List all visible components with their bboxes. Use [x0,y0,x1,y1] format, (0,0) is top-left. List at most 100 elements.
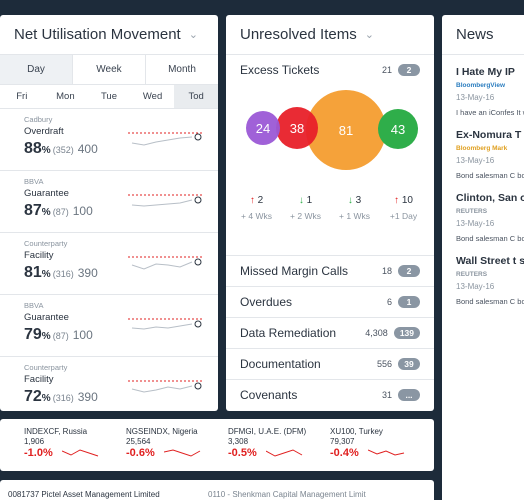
excess-label: Excess Tickets [240,63,320,77]
delta-number: 2 [257,195,264,206]
delta-number: 10 [401,195,413,206]
utilisation-row[interactable]: Counterparty Facility 81% (316) 390 [0,233,218,295]
ticker-value: 25,564 [126,437,151,446]
facility-name: Facility [24,250,54,261]
news-header: News [442,15,524,55]
ticker-name: NGSEINDX, Nigeria [126,427,198,436]
item-label: Overdues [240,295,293,309]
news-title: News [456,26,494,43]
facility-name: Overdraft [24,126,64,137]
delta-number: 1 [306,195,313,206]
ticker-change-group: -0.5% [228,447,330,459]
pct-unit: % [41,393,51,404]
utilisation-row[interactable]: Counterparty Facility 72% (316) 390 [0,357,218,411]
tab-week[interactable]: Week [73,55,146,84]
news-item[interactable]: Ex-Nomura T Crucified Hir Bloomberg Mark 1… [442,130,524,181]
unresolved-item[interactable]: Documentation 556 39 [226,348,434,379]
item-count-group: 556 39 [377,358,420,370]
item-label: Covenants [240,388,298,402]
utilisation-title: Net Utilisation Movement [14,26,181,43]
item-count: 556 [376,359,392,369]
market-ticker: INDEXCF, Russia 1,906 -1.0% NGSEINDX, Niger… [0,419,434,471]
item-count-group: 4,308 139 [365,327,420,339]
arrow-icon: ↑ [249,195,255,206]
ticker-item[interactable]: DFMGI, U.A.E. (DFM) 3,308 -0.5% [228,427,330,471]
utilisation-row[interactable]: BBVA Guarantee 87% (87) 100 [0,171,218,233]
delta-value: ↓ 3 [335,195,375,206]
unresolved-item[interactable]: Overdues 6 1 [226,286,434,317]
news-headline[interactable]: Wall Street t stocks offset [456,255,524,267]
utilisation-limit: 100 [72,204,93,218]
chevron-down-icon[interactable]: ⌄ [188,29,198,41]
ticker-item[interactable]: NGSEINDX, Nigeria 25,564 -0.6% [126,427,228,471]
ticker-item[interactable]: XU100, Turkey 79,307 -0.4% [330,427,432,471]
delta-label: + 4 Wks [241,211,272,221]
day-today[interactable]: Tod [174,85,218,108]
news-headline[interactable]: Ex-Nomura T Crucified Hir [456,129,524,141]
facility-name: Facility [24,374,54,385]
news-headline[interactable]: I Hate My IP [456,66,515,78]
unresolved-item[interactable]: Data Remediation 4,308 139 [226,317,434,348]
bubble-38[interactable]: 38 [276,107,318,149]
news-date: 13-May-16 [456,93,495,102]
ticker-name: DFMGI, U.A.E. (DFM) [228,427,307,436]
counterparty-label: Counterparty [24,239,68,248]
item-count-group: 31... [382,389,420,401]
news-source: Bloomberg Mark [456,145,508,152]
excess-tickets-row[interactable]: Excess Tickets 21 2 [226,55,434,85]
news-headline[interactable]: Clinton, San of White Hou [456,192,524,204]
ticker-name: INDEXCF, Russia [24,427,88,436]
delta-label: +1 Day [389,211,418,221]
utilisation-value: 79% (87) 100 [24,326,218,344]
item-badge: ... [398,389,420,401]
utilisation-header[interactable]: Net Utilisation Movement ⌄ [0,15,218,55]
ticker-sparkline-icon [266,449,303,457]
unresolved-header[interactable]: Unresolved Items ⌄ [226,15,434,55]
ticker-item[interactable]: INDEXCF, Russia 1,906 -1.0% [24,427,126,471]
delta-value: ↑ 10 [384,195,424,206]
news-snippet: Bond salesman C bosses at Nomur scapegoa… [456,297,524,306]
facility-name: Guarantee [24,188,69,199]
day-mon[interactable]: Mon [56,91,75,102]
bubble-81[interactable]: 81 [306,90,386,170]
news-item[interactable]: Clinton, San of White Hou REUTERS 13-May-1… [442,193,524,244]
unresolved-item[interactable]: Covenants 31... [226,379,434,410]
utilisation-row[interactable]: BBVA Guarantee 79% (87) 100 [0,295,218,357]
bubble-chart: 81 43 38 24 [226,85,434,185]
utilisation-sub: (87) [52,207,69,217]
item-count: 4,308 [365,328,388,338]
news-snippet: I have an iConfes It wasn't always s hat… [456,108,524,117]
news-source: BloombergView [456,82,506,89]
news-item[interactable]: Wall Street t stocks offset REUTERS 13-May… [442,256,524,307]
tab-month[interactable]: Month [168,64,196,75]
delta-value: ↑ 2 [237,195,277,206]
day-tue[interactable]: Tue [100,91,117,102]
utilisation-pct: 87 [24,202,42,219]
tab-day[interactable]: Day [0,55,73,84]
utilisation-panel: Net Utilisation Movement ⌄ Day Week Mont… [0,15,218,411]
utilisation-row[interactable]: Cadbury Overdraft 88% (352) 400 [0,109,218,171]
facility-name: Guarantee [24,312,69,323]
delta-row: ↑ 2 + 4 Wks ↓ 1 + 2 Wks ↓ 3 + 1 Wks ↑ 10 +1 Day [226,195,434,221]
account-right[interactable]: 0110 - Shenkman Capital Management Limit [208,490,366,499]
item-badge: 139 [393,327,420,339]
sparkline-icon [128,318,202,330]
utilisation-sub: (87) [52,331,69,341]
delta-label: + 1 Wks [339,211,370,221]
item-count: 18 [381,266,392,276]
news-snippet: Bond salesman C bosses at Nomur scapegoa… [456,234,524,243]
unresolved-item[interactable]: Missed Margin Calls 18 2 [226,255,434,286]
news-item[interactable]: I Hate My IP BloombergView 13-May-16 I have… [442,67,524,118]
pct-unit: % [41,145,51,156]
bubble-24[interactable]: 24 [246,111,280,145]
utilisation-limit: 390 [77,390,98,404]
counterparty-label: BBVA [24,177,44,186]
pct-unit: % [41,331,51,342]
delta-value: ↓ 1 [286,195,326,206]
sparkline-icon [128,194,202,207]
bubble-43[interactable]: 43 [378,109,418,149]
chevron-down-icon[interactable]: ⌄ [364,29,374,41]
account-left[interactable]: 0081737 Pictel Asset Management Limited [8,490,160,499]
day-wed[interactable]: Wed [142,91,163,102]
day-fri[interactable]: Fri [16,91,28,102]
